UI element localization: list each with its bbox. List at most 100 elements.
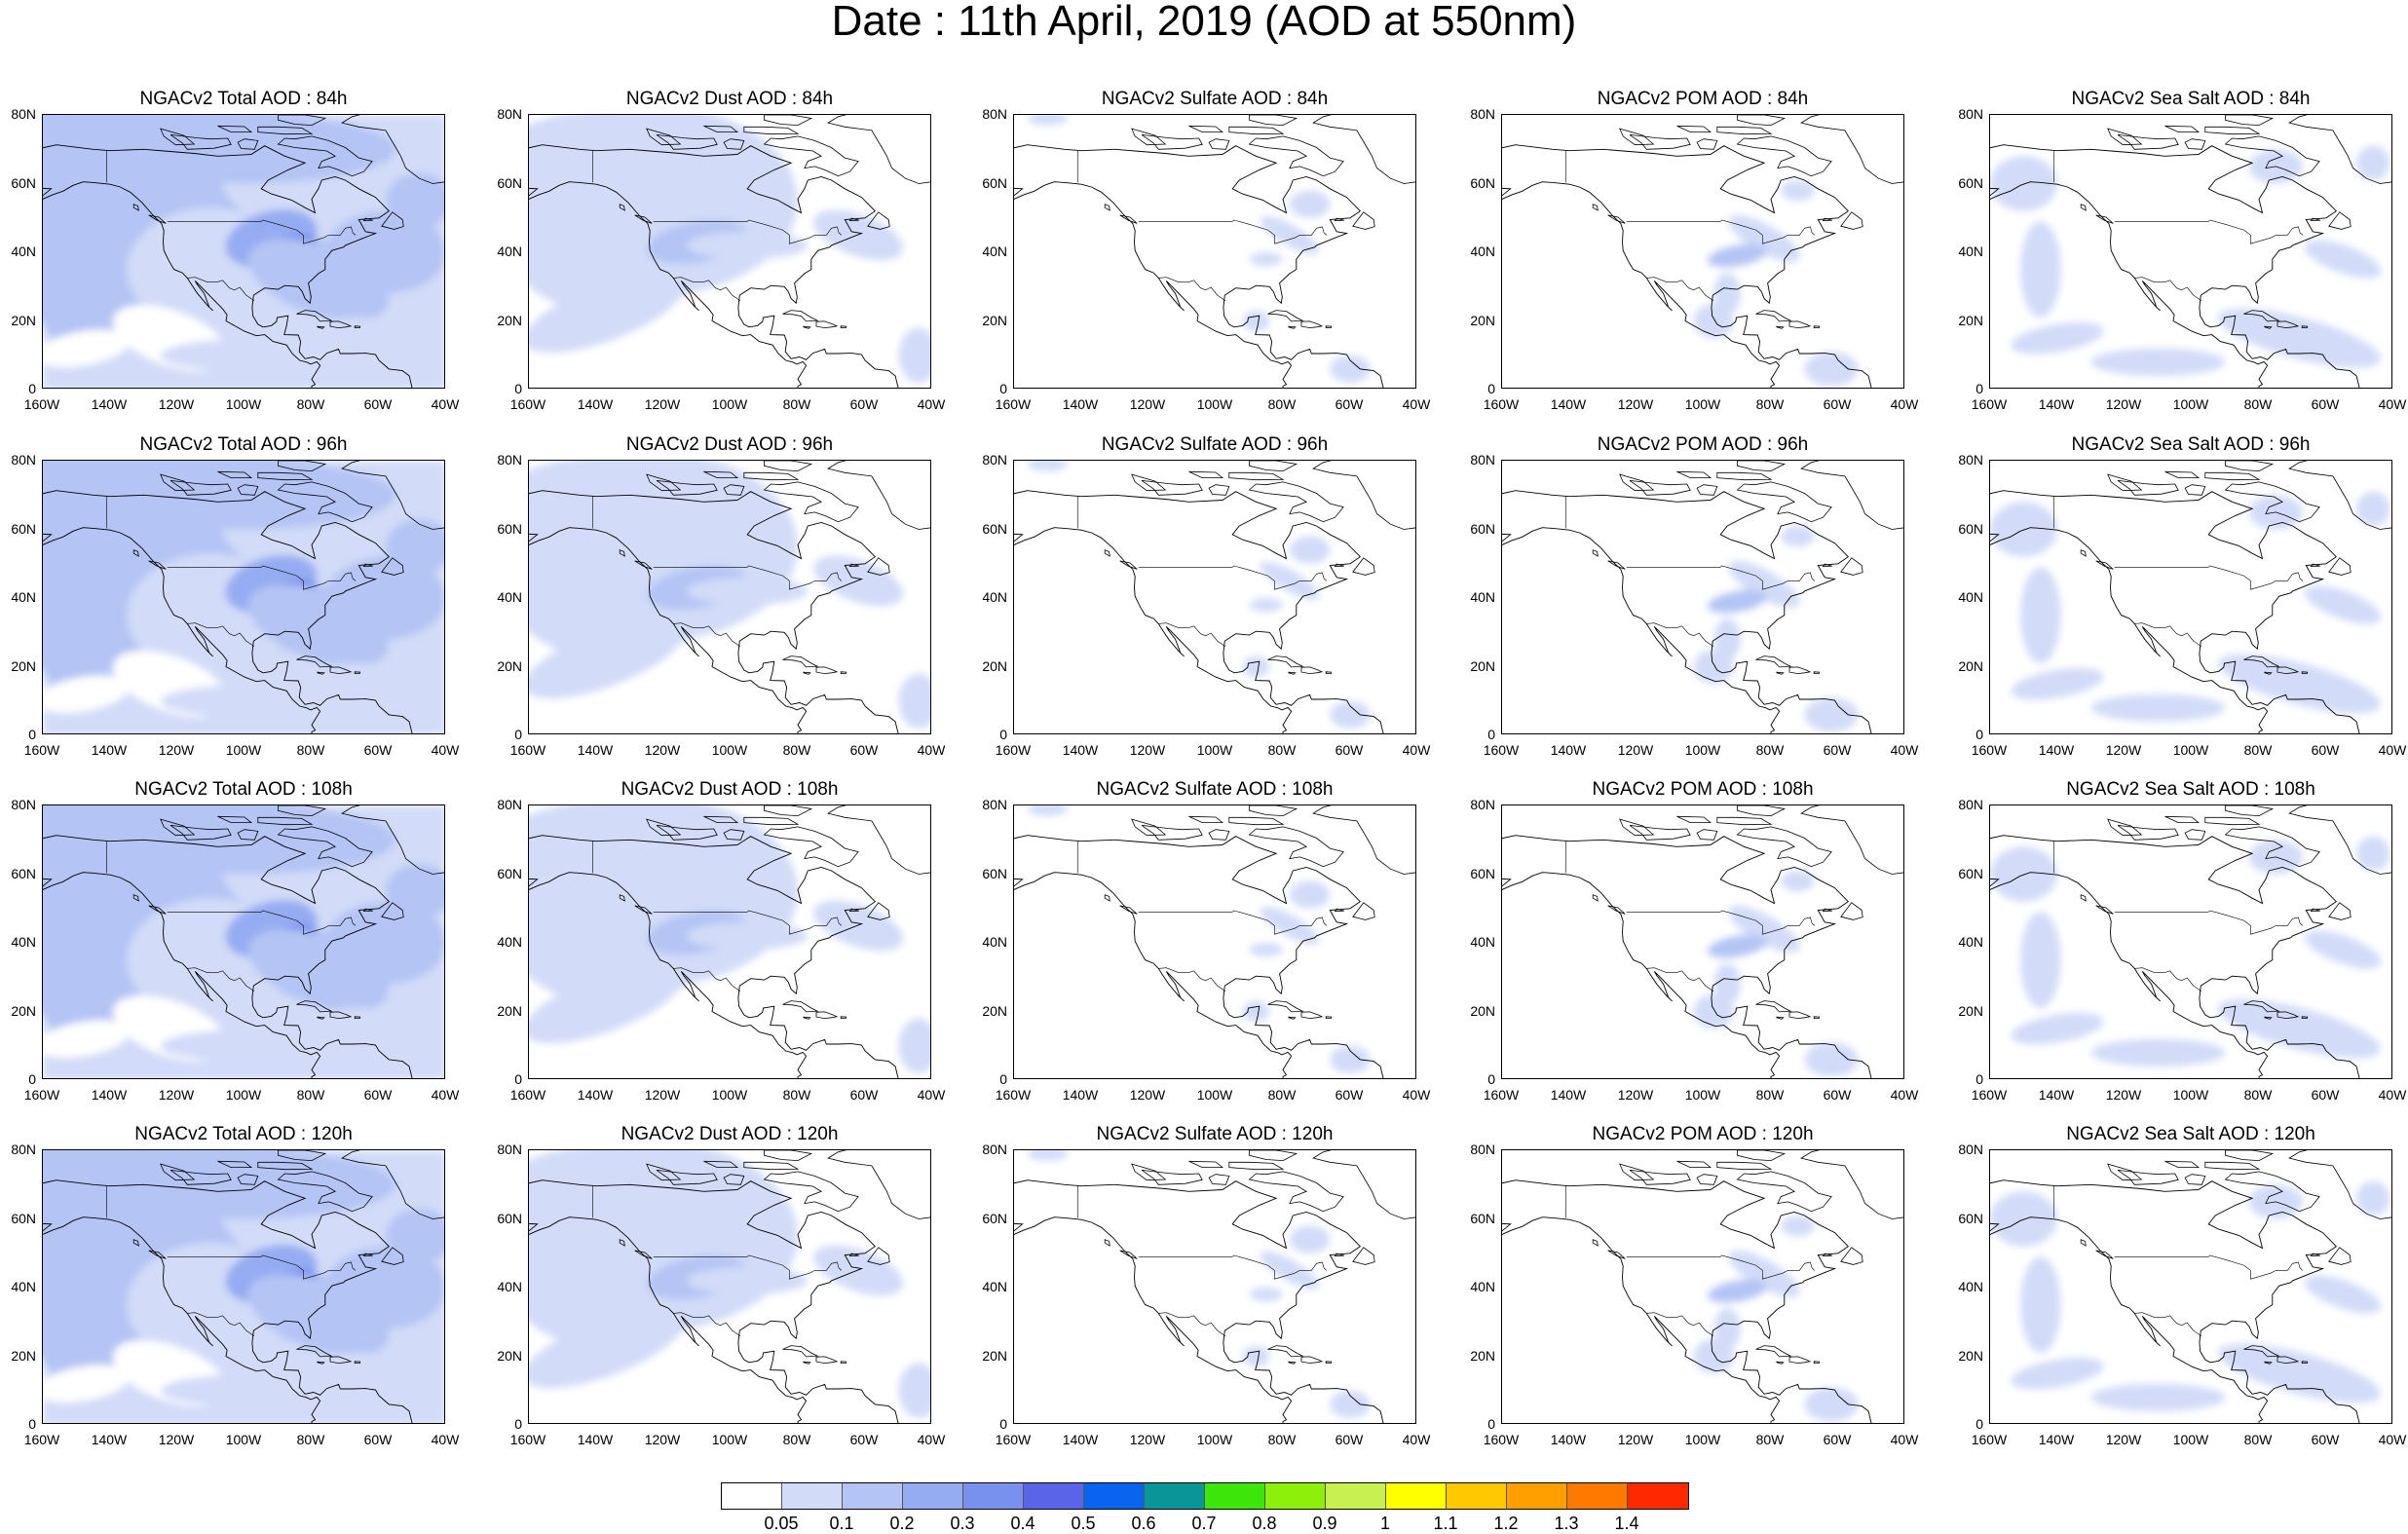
island-outline [354,1016,361,1019]
aod-field [1990,491,2390,722]
island-outline [827,805,930,875]
lat-tick-label: 20N [11,1002,36,1019]
aod-map [1990,1150,2391,1423]
lon-tick-label: 120W [1617,1432,1654,1447]
island-outline [2310,908,2320,913]
island-outline [277,135,373,177]
lon-tick-label: 140W [91,396,128,412]
country-border [672,1312,741,1336]
island-outline [815,666,839,675]
aod-plume [1713,1308,1741,1350]
panel-title: NGACv2 Dust AOD : 108h [621,779,839,800]
island-outline [1813,1016,1821,1019]
coastline [1014,835,1384,1078]
island-outline [1696,484,1718,496]
aod-plume [1804,1042,1859,1077]
island-outline [1696,138,1718,150]
island-outline [2224,481,2320,523]
lon-tick-label: 80W [2243,742,2273,758]
island-outline [1104,549,1110,557]
island-outline [1248,481,1344,523]
country-border [2114,565,2304,590]
island-outline [848,217,859,222]
lon-tick-label: 60W [363,742,393,758]
lon-tick-label: 40W [1890,1432,1919,1447]
lon-tick-label: 120W [158,1432,195,1447]
aod-plume [1713,618,1741,660]
aod-plume [529,461,765,550]
island-outline [1188,815,1224,823]
island-outline [237,138,259,150]
island-outline [2107,818,2143,837]
aod-plume [1713,963,1741,1005]
island-outline [1228,816,1285,826]
island-outline [2117,825,2179,841]
aod-plume [1260,215,1320,254]
island-outline [317,325,325,329]
colorbar-label: 1.2 [1493,1514,1519,1533]
colorbar-swatch [963,1483,1024,1509]
lat-tick-label: 40N [11,934,36,950]
island-outline [354,671,361,674]
island-outline [1312,1150,1415,1219]
aod-plume [1693,1338,1735,1374]
lon-tick-label: 160W [995,1087,1032,1103]
lat-tick-label: 0 [999,1071,1007,1087]
lon-tick-label: 140W [577,1087,614,1103]
island-outline [1288,1016,1297,1020]
country-border [672,967,741,991]
island-outline [381,1247,404,1265]
aod-field [1027,115,1371,383]
island-outline [763,826,859,868]
aod-plume [324,901,444,985]
aod-plume [160,338,362,373]
island-outline [2276,1011,2300,1020]
aod-plume [2090,1383,2226,1411]
country-border [1138,1254,1328,1280]
island-outline [2328,557,2352,576]
aod-plume [2356,145,2390,180]
lon-tick-label: 40W [917,1087,946,1103]
island-outline [1813,1361,1821,1364]
coastline [529,490,899,733]
lon-tick-label: 40W [1890,396,1919,412]
aod-map [1014,461,1415,733]
aod-plume [2090,693,2226,722]
island-outline [2095,905,2114,915]
colorbar-swatch [1447,1483,1507,1509]
map-panel [1989,460,2392,734]
lon-tick-label: 60W [1335,742,1364,758]
island-outline [1788,320,1812,329]
island-outline [362,908,373,913]
island-outline [317,1361,325,1365]
figure-title: Date : 11th April, 2019 (AOD at 550nm) [831,0,1577,45]
island-outline [296,1345,333,1358]
island-outline [2288,1150,2391,1219]
aod-plume [2217,998,2381,1059]
lon-tick-label: 160W [1971,742,2008,758]
aod-plume [898,673,930,729]
aod-plume [1289,536,1331,564]
island-outline [1312,461,1415,530]
island-outline [160,128,196,146]
lon-tick-label: 40W [1402,1432,1431,1447]
lon-tick-label: 60W [2311,1087,2340,1103]
lon-tick-label: 60W [849,1087,879,1103]
lat-tick-label: 80N [982,452,1007,468]
aod-plume [93,461,396,530]
lon-tick-label: 140W [1550,1432,1587,1447]
panel-title: NGACv2 Sea Salt AOD : 108h [2066,779,2315,800]
lat-tick-label: 40N [1470,243,1495,259]
island-outline [1300,1011,1324,1020]
island-outline [1300,320,1324,329]
lon-tick-label: 40W [917,1432,946,1447]
map-panel [1013,804,1416,1079]
lat-tick-label: 60N [497,1210,522,1226]
lat-tick-label: 20N [497,657,522,674]
aod-plume [2217,1343,2381,1403]
island-outline [634,1250,653,1259]
lon-tick-label: 140W [577,396,614,412]
island-outline [1352,211,1375,230]
island-outline [703,125,739,132]
aod-plume [1242,310,1270,332]
